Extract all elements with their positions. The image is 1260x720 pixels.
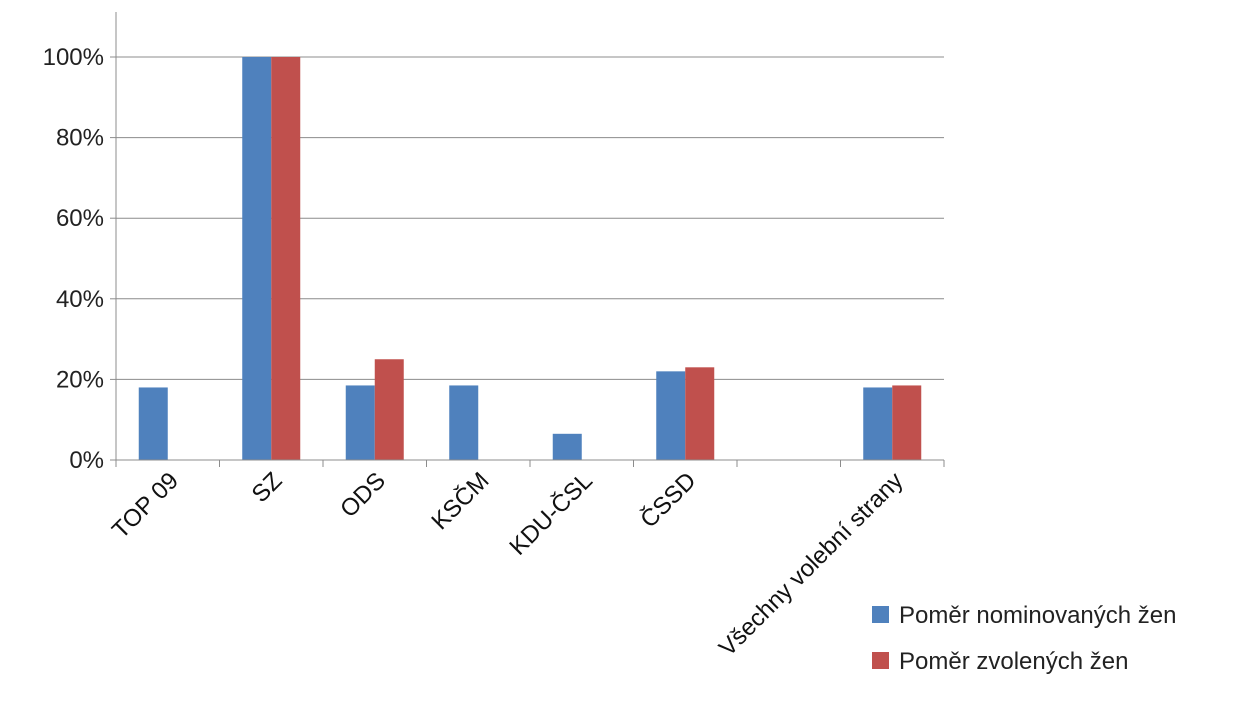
bar-nominated <box>656 371 686 460</box>
bar-elected <box>374 359 404 460</box>
bar-nominated <box>242 57 272 460</box>
bar-elected <box>685 367 715 460</box>
bars <box>138 57 922 460</box>
y-tick-label: 60% <box>56 205 104 232</box>
x-category-label: KDU-ČSL <box>504 466 598 560</box>
y-tick-label: 100% <box>43 44 104 71</box>
grid-lines <box>116 56 944 380</box>
x-category-label: SZ <box>247 467 288 508</box>
x-category-label: Všechny volební strany <box>714 467 909 662</box>
y-tick-label: 40% <box>56 286 104 313</box>
bar-nominated <box>552 433 582 460</box>
legend-swatch <box>872 606 889 623</box>
x-tick-labels: TOP 09 SZ ODS KSČM KDU-ČSL ČSSD Všechny volebn… <box>107 466 908 661</box>
legend-label: Poměr nominovaných žen <box>899 602 1176 629</box>
x-category-label: KSČM <box>426 466 495 535</box>
y-tick-label: 20% <box>56 366 104 393</box>
y-tick-label: 0% <box>69 447 104 474</box>
axes <box>110 12 945 467</box>
bar-nominated <box>863 387 893 460</box>
y-tick-labels: 0% 20% 40% 60% 80% 100% <box>43 44 104 474</box>
x-category-label: TOP 09 <box>107 467 184 544</box>
bar-elected <box>892 385 922 460</box>
legend-swatch <box>872 652 889 669</box>
legend-label: Poměr zvolených žen <box>899 648 1128 675</box>
legend: Poměr nominovaných žen Poměr zvolených že… <box>872 602 1176 675</box>
bar-nominated <box>345 385 375 460</box>
bar-nominated <box>138 387 168 460</box>
bar-elected <box>271 57 301 460</box>
x-category-label: ČSSD <box>635 466 702 533</box>
x-category-label: ODS <box>335 467 391 523</box>
y-tick-label: 80% <box>56 125 104 152</box>
bar-nominated <box>449 385 479 460</box>
